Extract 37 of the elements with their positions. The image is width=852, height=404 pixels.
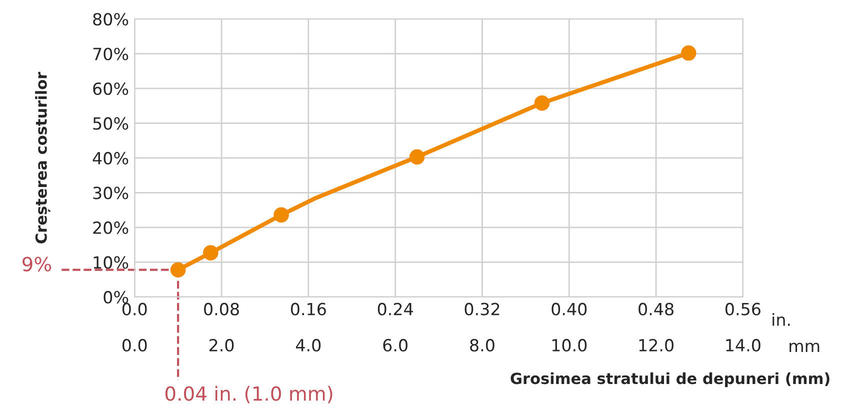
text: mm [790, 342, 820, 352]
x-tick-label: 0.48 [638, 302, 674, 316]
y-tick-label: 10% [94, 256, 128, 269]
x-axis-title: Grosimea stratului de depuneri (mm) [510, 372, 830, 388]
x2-tick-label: 12.0 [639, 338, 674, 352]
y-tick-label: 40% [92, 152, 128, 165]
y-tick-label: 30% [93, 186, 128, 200]
x2-tick-label: 14.0 [726, 338, 760, 352]
annotation: 0.04 in. (1.0 mm) [165, 386, 332, 404]
y-tick-label: 50% [93, 117, 128, 130]
y-tick-label: 0% [104, 290, 128, 304]
x2-tick-label: 2.0 [209, 338, 234, 352]
x-tick-label: 0.08 [204, 302, 239, 316]
point [534, 95, 550, 111]
x2-tick-label: 10.0 [552, 338, 587, 352]
x2-tick-label: 6.0 [383, 338, 408, 352]
point [203, 245, 218, 260]
x-tick-label: 0.16 [290, 302, 326, 316]
x2-tick-label: 8.0 [470, 338, 494, 352]
y-tick-label: 70% [93, 48, 128, 60]
y-tick-label: 20% [93, 221, 128, 234]
x-tick-label: 0.32 [464, 302, 500, 316]
x2-tick-label: 4.0 [296, 338, 321, 352]
x-tick-label: 0.24 [378, 302, 413, 316]
point [170, 262, 186, 278]
x-tick-label: 0.40 [552, 302, 587, 316]
x-tick-label: 0.56 [725, 302, 760, 316]
x-tick-label: 0.0 [122, 302, 147, 316]
text: in. [772, 313, 790, 326]
annotation: 9% [22, 256, 52, 272]
y-tick-label: 60% [93, 82, 128, 96]
y-tick-label: 80% [93, 12, 128, 26]
x2-tick-label: 0.0 [122, 338, 147, 352]
point [409, 149, 425, 165]
point [680, 45, 696, 61]
point [274, 207, 289, 223]
y-axis-title: Creșterea costurilor [35, 72, 50, 244]
